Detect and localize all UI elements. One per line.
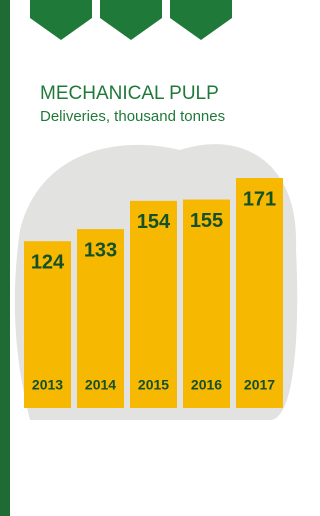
side-stripe: [0, 0, 10, 516]
chart: MECHANICAL PULP Deliveries, thousand ton…: [0, 0, 300, 516]
x-tick-label: 2016: [191, 377, 222, 393]
value-label: 133: [84, 239, 117, 261]
value-label: 171: [243, 188, 276, 210]
x-tick-label: 2013: [32, 377, 63, 393]
x-tick-label: 2017: [244, 377, 275, 393]
bar: [236, 178, 283, 408]
x-tick-label: 2014: [85, 377, 116, 393]
x-tick-label: 2015: [138, 377, 169, 393]
value-label: 154: [137, 211, 171, 233]
value-label: 124: [31, 251, 65, 273]
chart-title: MECHANICAL PULP: [40, 83, 219, 104]
chart-subtitle: Deliveries, thousand tonnes: [40, 108, 225, 125]
value-label: 155: [190, 210, 223, 232]
